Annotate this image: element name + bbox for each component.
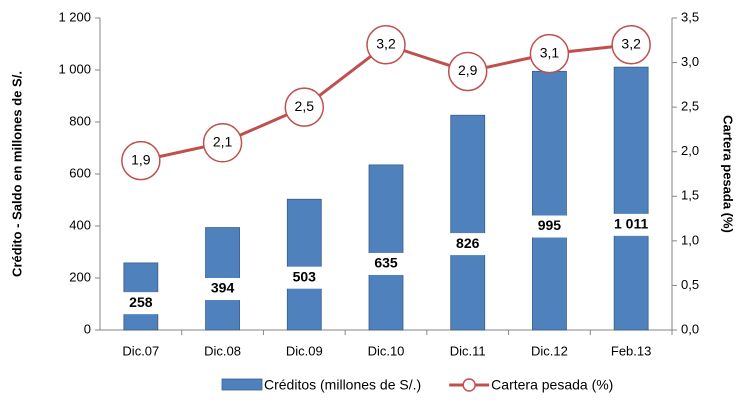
line-marker [611,24,651,65]
y2-tick-label: 2,0 [681,143,699,158]
data-label: 503 [293,268,317,284]
bar [450,114,486,331]
y2-tick-label: 0,5 [681,277,699,292]
x-tick-label: Dic.08 [204,343,241,358]
data-label-box [281,266,328,289]
y-tick-label: 1 000 [58,61,91,76]
y2-tick-label: 3,5 [681,9,699,24]
bar [368,164,404,331]
line-marker [529,33,570,74]
legend-swatch [221,378,263,391]
data-label-box [526,215,573,238]
y2-tick-label: 2,5 [681,99,699,114]
y2-tick-label: 3,0 [681,54,699,69]
line-marker [121,140,161,181]
data-label: 1,9 [131,151,151,167]
data-label: 3,1 [540,44,560,60]
data-label: 2,1 [213,134,233,150]
y-tick-label: 800 [69,113,91,128]
data-label: 635 [374,255,398,271]
y-tick-label: 600 [69,165,91,180]
x-tick-label: Dic.07 [122,343,159,358]
line-marker [366,24,406,65]
line-marker [447,51,488,92]
x-tick-label: Dic.11 [450,343,486,358]
y-tick-label: 1 200 [58,9,91,24]
data-label: 1 011 [614,216,648,232]
legend-label: Créditos (millones de S/.) [264,377,421,393]
y2-tick-label: 0,0 [681,321,699,336]
data-label: 394 [211,280,235,296]
data-label: 2,9 [458,62,478,78]
legend-label: Cartera pesada (%) [491,377,613,393]
bar [613,66,649,331]
bar [532,70,567,331]
line-marker [284,87,325,127]
line-marker [202,123,243,163]
data-label-box [608,213,655,236]
data-label: 258 [129,294,153,310]
data-label-box [363,252,409,275]
data-label-box [117,292,164,315]
bar [286,198,322,331]
data-label-box [444,233,491,256]
y-tick-label: 400 [69,217,91,232]
data-label: 2,5 [295,98,315,114]
x-tick-label: Dic.09 [286,343,323,358]
y2-tick-label: 1,5 [681,188,699,203]
data-label: 826 [456,235,480,251]
data-label-box [199,278,246,301]
y-tick-label: 0 [84,321,91,336]
x-tick-label: Dic.12 [531,343,568,358]
y2-tick-label: 1,0 [681,232,699,247]
data-label: 3,2 [621,35,641,51]
legend-swatch-marker [462,378,476,392]
data-label: 3,2 [376,35,396,51]
y-axis-title: Crédito - Saldo en millones de S/. [9,71,24,277]
y2-axis-title: Cartera pesada (%) [721,115,736,233]
data-label: 995 [538,217,562,233]
y-tick-label: 200 [69,269,91,284]
x-tick-label: Dic.10 [368,343,405,358]
x-tick-label: Feb.13 [611,343,651,358]
